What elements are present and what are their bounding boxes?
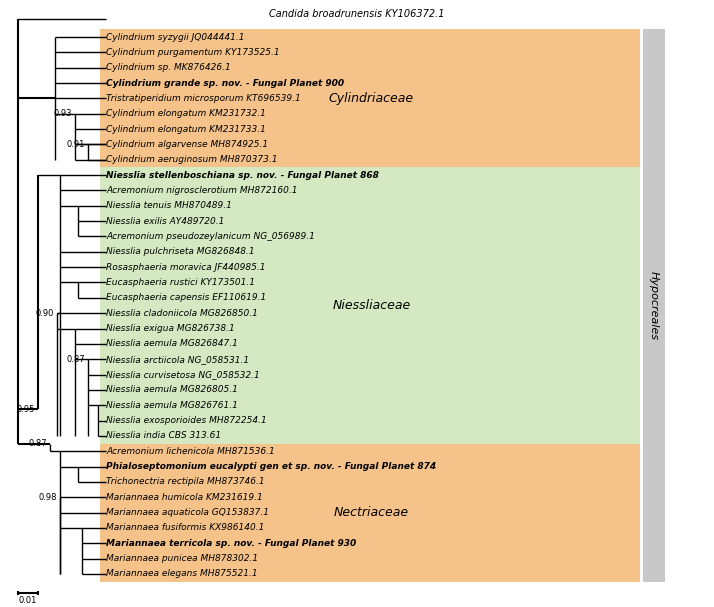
Text: Mariannaea aquaticola GQ153837.1: Mariannaea aquaticola GQ153837.1: [106, 508, 269, 517]
Text: 0.98: 0.98: [39, 493, 57, 502]
Text: Acremonium nigrosclerotium MH872160.1: Acremonium nigrosclerotium MH872160.1: [106, 186, 298, 195]
Text: 0.87: 0.87: [66, 354, 85, 364]
Text: Tristratiperidium microsporum KT696539.1: Tristratiperidium microsporum KT696539.1: [106, 94, 301, 103]
Text: Cylindrium aeruginosum MH870373.1: Cylindrium aeruginosum MH870373.1: [106, 155, 278, 164]
Text: 0.87: 0.87: [29, 439, 47, 448]
Text: Niesslia pulchriseta MG826848.1: Niesslia pulchriseta MG826848.1: [106, 247, 255, 256]
Text: Niesslia curvisetosa NG_058532.1: Niesslia curvisetosa NG_058532.1: [106, 370, 260, 379]
Text: Niesslia exilis AY489720.1: Niesslia exilis AY489720.1: [106, 217, 224, 226]
Text: 0.91: 0.91: [66, 140, 85, 149]
Text: Niesslia india CBS 313.61: Niesslia india CBS 313.61: [106, 432, 221, 441]
Text: Eucasphaeria capensis EF110619.1: Eucasphaeria capensis EF110619.1: [106, 293, 266, 302]
Text: Acremonium pseudozeylanicum NG_056989.1: Acremonium pseudozeylanicum NG_056989.1: [106, 232, 315, 241]
Text: 0.95: 0.95: [16, 404, 35, 413]
Text: Hypocreales: Hypocreales: [649, 271, 659, 340]
Text: Niesslia aemula MG826847.1: Niesslia aemula MG826847.1: [106, 339, 238, 348]
Text: Cylindrium sp. MK876426.1: Cylindrium sp. MK876426.1: [106, 63, 231, 72]
Text: Acremonium lichenicola MH871536.1: Acremonium lichenicola MH871536.1: [106, 447, 275, 456]
Text: Niesslia aemula MG826761.1: Niesslia aemula MG826761.1: [106, 401, 238, 410]
Text: Candida broadrunensis KY106372.1: Candida broadrunensis KY106372.1: [269, 9, 445, 19]
Text: Trichonectria rectipila MH873746.1: Trichonectria rectipila MH873746.1: [106, 478, 265, 486]
Text: Niesslia exosporioides MH872254.1: Niesslia exosporioides MH872254.1: [106, 416, 267, 425]
Bar: [100, 444, 640, 582]
Text: Mariannaea humicola KM231619.1: Mariannaea humicola KM231619.1: [106, 493, 263, 502]
Text: Cylindrium purgamentum KY173525.1: Cylindrium purgamentum KY173525.1: [106, 48, 280, 57]
Text: Cylindrium elongatum KM231732.1: Cylindrium elongatum KM231732.1: [106, 109, 266, 118]
Text: Mariannaea terricola sp. nov. - Fungal Planet 930: Mariannaea terricola sp. nov. - Fungal P…: [106, 539, 356, 548]
Text: Niessliaceae: Niessliaceae: [333, 299, 411, 312]
Text: Cylindriaceae: Cylindriaceae: [329, 92, 414, 105]
Bar: [643, 29, 665, 582]
Bar: [100, 168, 640, 444]
Text: 0.01: 0.01: [19, 596, 37, 605]
Text: Cylindrium grande sp. nov. - Fungal Planet 900: Cylindrium grande sp. nov. - Fungal Plan…: [106, 78, 344, 87]
Text: Nectriaceae: Nectriaceae: [334, 506, 409, 519]
Text: Niesslia arctiicola NG_058531.1: Niesslia arctiicola NG_058531.1: [106, 354, 249, 364]
Text: Mariannaea elegans MH875521.1: Mariannaea elegans MH875521.1: [106, 569, 258, 578]
Text: Niesslia cladoniicola MG826850.1: Niesslia cladoniicola MG826850.1: [106, 309, 258, 317]
Text: Cylindrium elongatum KM231733.1: Cylindrium elongatum KM231733.1: [106, 124, 266, 134]
Text: Niesslia tenuis MH870489.1: Niesslia tenuis MH870489.1: [106, 202, 232, 210]
Bar: [100, 29, 640, 168]
Text: Rosasphaeria moravica JF440985.1: Rosasphaeria moravica JF440985.1: [106, 263, 266, 272]
Text: Phialoseptomonium eucalypti gen et sp. nov. - Fungal Planet 874: Phialoseptomonium eucalypti gen et sp. n…: [106, 462, 436, 471]
Text: Mariannaea punicea MH878302.1: Mariannaea punicea MH878302.1: [106, 554, 258, 563]
Text: Eucasphaeria rustici KY173501.1: Eucasphaeria rustici KY173501.1: [106, 278, 255, 287]
Text: Cylindrium algarvense MH874925.1: Cylindrium algarvense MH874925.1: [106, 140, 268, 149]
Text: Mariannaea fusiformis KX986140.1: Mariannaea fusiformis KX986140.1: [106, 523, 264, 532]
Text: Niesslia stellenboschiana sp. nov. - Fungal Planet 868: Niesslia stellenboschiana sp. nov. - Fun…: [106, 171, 379, 180]
Text: Cylindrium syzygii JQ044441.1: Cylindrium syzygii JQ044441.1: [106, 33, 244, 41]
Text: 0.93: 0.93: [54, 109, 72, 118]
Text: Niesslia aemula MG826805.1: Niesslia aemula MG826805.1: [106, 385, 238, 395]
Text: Niesslia exigua MG826738.1: Niesslia exigua MG826738.1: [106, 324, 235, 333]
Text: 0.90: 0.90: [36, 309, 54, 317]
